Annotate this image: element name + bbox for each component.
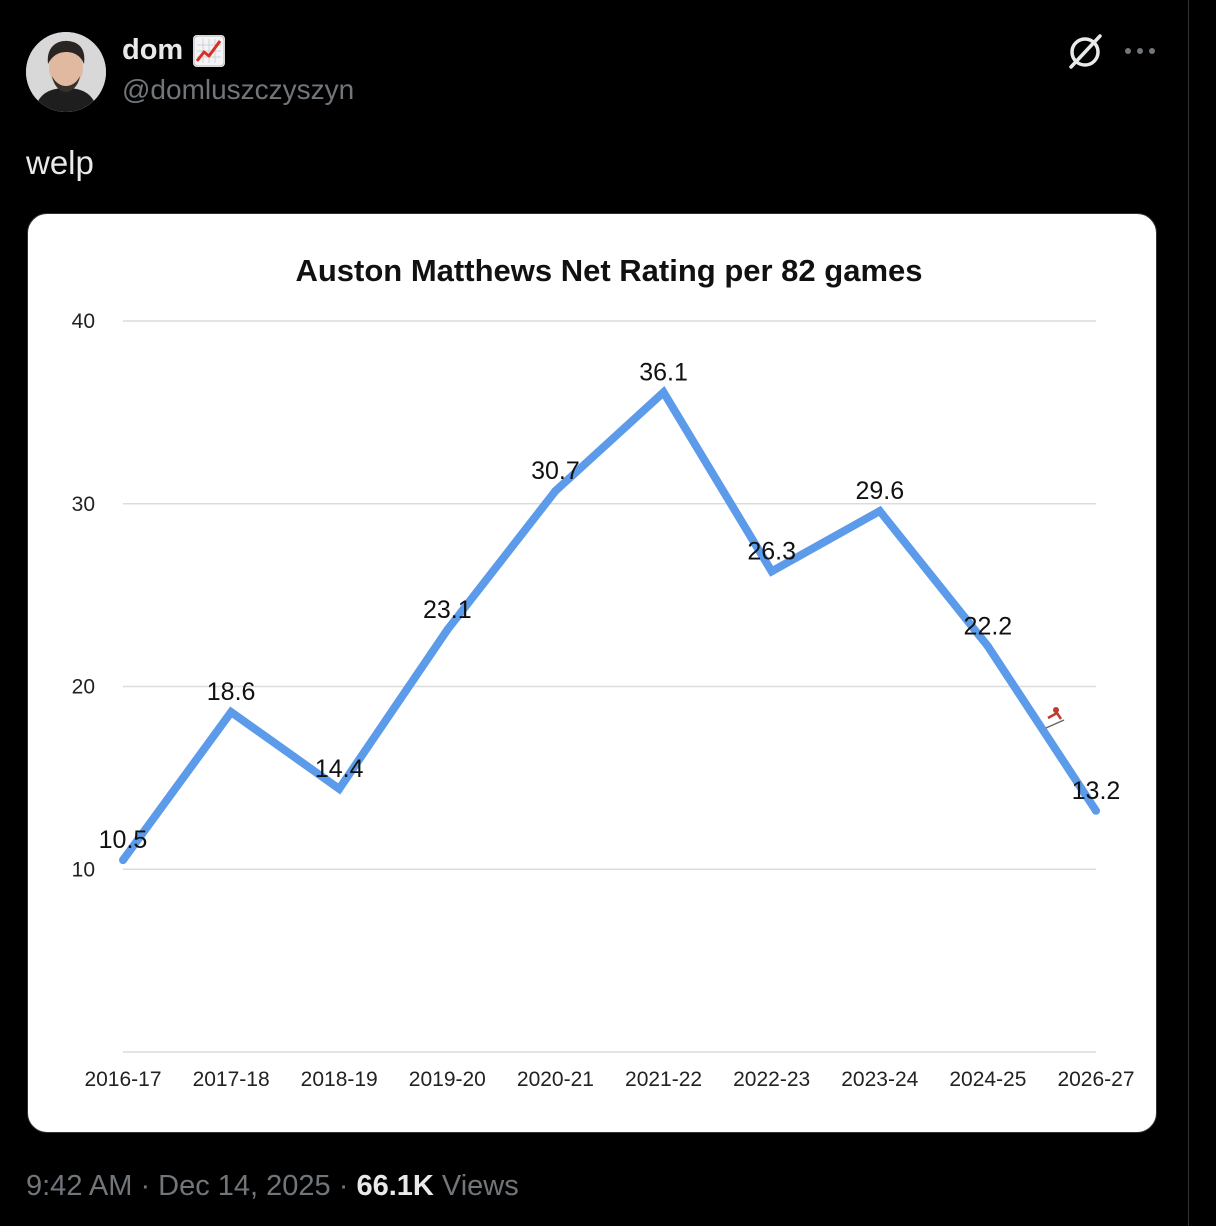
tweet-text: welp bbox=[26, 144, 94, 181]
data-label: 13.2 bbox=[1072, 777, 1121, 805]
tweet-footer: 9:42 AM · Dec 14, 2025 · 66.1K Views bbox=[26, 1170, 519, 1203]
data-label: 29.6 bbox=[855, 477, 904, 505]
data-point bbox=[551, 486, 560, 495]
data-point bbox=[767, 567, 776, 576]
footer-separator: · bbox=[330, 1170, 357, 1202]
x-tick-label: 2016-17 bbox=[84, 1068, 161, 1091]
data-label: 18.6 bbox=[207, 678, 256, 706]
x-tick-label: 2024-25 bbox=[949, 1068, 1026, 1091]
x-tick-label: 2019-20 bbox=[409, 1068, 486, 1091]
data-label: 23.1 bbox=[423, 596, 472, 624]
chart-increasing-emoji-icon bbox=[193, 34, 226, 67]
data-label: 36.1 bbox=[639, 358, 688, 386]
y-tick-label: 20 bbox=[72, 676, 95, 699]
data-point bbox=[335, 784, 344, 793]
x-tick-label: 2026-27 bbox=[1057, 1068, 1134, 1091]
data-point bbox=[443, 625, 452, 634]
skier-emoji-icon bbox=[1045, 707, 1065, 729]
grok-icon[interactable] bbox=[1064, 31, 1106, 73]
x-tick-label: 2017-18 bbox=[193, 1068, 270, 1091]
data-label: 30.7 bbox=[531, 457, 580, 485]
column-divider bbox=[1188, 0, 1189, 1226]
data-label: 22.2 bbox=[964, 612, 1013, 640]
views-label: Views bbox=[441, 1170, 519, 1202]
chart-title: Auston Matthews Net Rating per 82 games bbox=[295, 253, 922, 288]
data-point bbox=[227, 708, 236, 717]
x-tick-label: 2023-24 bbox=[841, 1068, 918, 1091]
views-count: 66.1K bbox=[356, 1170, 434, 1202]
data-label: 10.5 bbox=[99, 826, 148, 854]
data-point bbox=[875, 507, 884, 516]
x-tick-label: 2021-22 bbox=[625, 1068, 702, 1091]
data-point bbox=[983, 642, 992, 651]
x-tick-label: 2018-19 bbox=[301, 1068, 378, 1091]
x-tick-label: 2020-21 bbox=[517, 1068, 594, 1091]
y-tick-label: 30 bbox=[72, 493, 95, 516]
tweet-timestamp[interactable]: 9:42 AM · Dec 14, 2025 bbox=[26, 1170, 331, 1202]
data-point bbox=[119, 856, 127, 865]
y-tick-label: 10 bbox=[72, 858, 95, 881]
data-point bbox=[659, 388, 668, 397]
y-tick-label: 40 bbox=[72, 310, 95, 333]
data-point bbox=[1092, 806, 1100, 815]
x-tick-label: 2022-23 bbox=[733, 1068, 810, 1091]
tweet-media-chart[interactable]: Auston Matthews Net Rating per 82 games … bbox=[27, 213, 1157, 1133]
series-line bbox=[119, 386, 1100, 863]
more-icon[interactable] bbox=[1120, 36, 1160, 66]
data-label: 14.4 bbox=[315, 755, 364, 783]
avatar[interactable] bbox=[26, 32, 106, 112]
chart-canvas: Auston Matthews Net Rating per 82 games … bbox=[72, 253, 1135, 1091]
author-display-name[interactable]: dom bbox=[122, 34, 184, 66]
data-label: 26.3 bbox=[747, 537, 796, 565]
author-handle[interactable]: @domluszczyszyn bbox=[122, 74, 355, 105]
